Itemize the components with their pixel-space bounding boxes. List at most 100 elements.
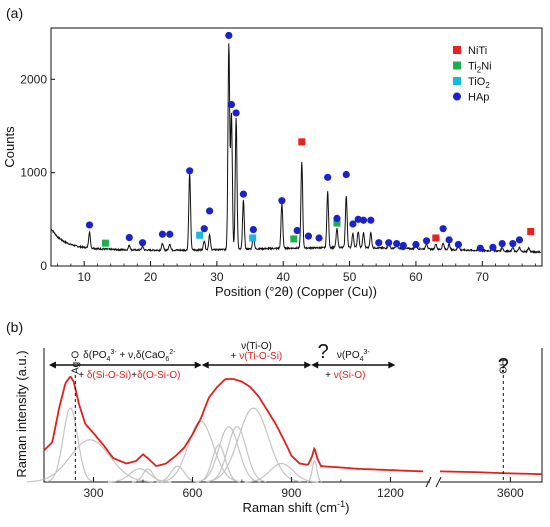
marker-ti2ni [101, 239, 109, 247]
arrow-head-right [194, 361, 202, 369]
marker-hap [186, 167, 194, 175]
marker-hap [249, 226, 257, 234]
marker-hap [232, 109, 240, 117]
ag-o-label: Ag-O [70, 350, 81, 374]
marker-niti [527, 227, 535, 235]
fit-components [26, 407, 322, 483]
band3-assignment: ν(PO43- [337, 349, 371, 363]
marker-hap [304, 232, 313, 240]
panel-a-xtick-label: 40 [277, 270, 291, 284]
marker-hap [445, 236, 453, 244]
panel-b-x-label: Raman shift (cm-1) [243, 499, 350, 515]
panel-b-xtick-label: 900 [281, 486, 301, 500]
arrow-head-left [201, 361, 209, 369]
oh-question-mark: ? [498, 355, 509, 377]
fit-component [132, 468, 164, 483]
panel-a-label: (a) [6, 5, 23, 21]
marker-hap [333, 214, 341, 222]
marker-hap [85, 221, 94, 229]
marker-hap [354, 215, 362, 223]
marker-hap [324, 173, 332, 181]
marker-hap [200, 225, 208, 233]
panel-b-frame [43, 348, 543, 483]
fit-component [205, 407, 302, 483]
panel-b-label: (b) [6, 319, 23, 335]
marker-hap [412, 240, 420, 249]
panel-a-x-axis: 10 20 30 40 50 60 70 [57, 261, 536, 284]
marker-hap [342, 170, 350, 179]
marker-hap [125, 233, 133, 242]
fit-component [108, 468, 172, 483]
marker-hap [498, 240, 506, 248]
fit-component [197, 425, 261, 483]
fit-component [26, 439, 154, 483]
band2-question-mark: ? [318, 341, 329, 363]
marker-tio2 [196, 231, 204, 239]
legend-swatch [453, 77, 461, 85]
xrd-pattern-line [50, 43, 542, 254]
marker-hap [138, 239, 147, 247]
marker-hap [315, 234, 323, 242]
marker-hap [239, 190, 248, 198]
fit-component [156, 465, 199, 483]
legend-swatch [453, 61, 461, 70]
panel-a-xtick-label: 60 [409, 270, 423, 284]
marker-hap [476, 244, 484, 252]
panel-a-y-axis: 0 1000 2000 [20, 72, 55, 273]
band2-si-assignment: + ν(Ti-O-Si) [231, 351, 283, 362]
arrow-head-right [304, 361, 312, 369]
marker-hap [393, 240, 401, 248]
marker-hap [385, 239, 393, 247]
legend-label: Ti2Ni [468, 61, 492, 75]
panel-b-xtick-label-right: 3600 [497, 486, 524, 500]
panel-a-xtick-label: 70 [476, 270, 490, 284]
marker-hap [375, 239, 383, 247]
fit-component [160, 420, 241, 483]
marker-hap [349, 220, 357, 228]
raman-annotations: Ag-O OH? δ(PO43- + ν,δ(CaO62- + δ(Si-O-Si)+… [48, 341, 509, 482]
panel-b-xtick-label: 600 [182, 486, 202, 500]
marker-tio2 [249, 234, 257, 242]
legend-label: HAp [468, 92, 489, 104]
panel-a-xtick-label: 50 [343, 270, 357, 284]
marker-hap [439, 225, 447, 233]
panel-b-xtick-label: 300 [83, 486, 103, 500]
fit-component [197, 444, 241, 483]
marker-hap [509, 240, 517, 248]
panel-b-xtick-label: 1200 [377, 486, 404, 500]
panel-a-xtick-label: 10 [77, 270, 91, 284]
panel-a-x-label: Position (°2θ) (Copper (Cu)) [215, 284, 377, 299]
legend-label: NiTi [468, 45, 487, 57]
oh-label: OH [498, 359, 509, 374]
marker-hap [399, 241, 407, 250]
panel-a-xtick-label: 30 [210, 270, 224, 284]
marker-hap [515, 236, 524, 244]
panel-a-xtick-label: 20 [144, 270, 158, 284]
marker-niti [298, 138, 306, 146]
arrow-head-left [311, 361, 319, 369]
raman-fit-line-left [43, 375, 424, 473]
panel-b-y-label: Raman intensity (a.u.) [14, 350, 29, 477]
marker-hap [205, 207, 214, 215]
band2-assignment: ν(Ti-O) [241, 341, 272, 352]
legend-swatch [453, 92, 461, 101]
raman-fit-line-right [439, 470, 543, 475]
marker-hap [367, 216, 375, 224]
panel-a-y-label: Counts [2, 126, 17, 168]
band3-si-assignment: + ν(Si-O) [325, 370, 365, 381]
panel-a-ytick-label: 2000 [20, 72, 47, 86]
arrow-head-left [48, 361, 56, 369]
marker-niti [432, 234, 440, 242]
marker-hap [225, 31, 233, 40]
marker-hap [166, 230, 174, 238]
marker-ti2ni [333, 219, 341, 227]
band1-si-assignment: + δ(Si-O-Si)+δ(O-Si-O) [78, 370, 180, 381]
legend-swatch [453, 46, 461, 54]
band1-assignment: δ(PO43- + ν,δ(CaO62- [83, 349, 176, 363]
marker-hap [227, 100, 236, 109]
axis-break [425, 476, 442, 488]
marker-hap [454, 240, 462, 249]
panel-a-ytick-label: 1000 [20, 166, 47, 180]
